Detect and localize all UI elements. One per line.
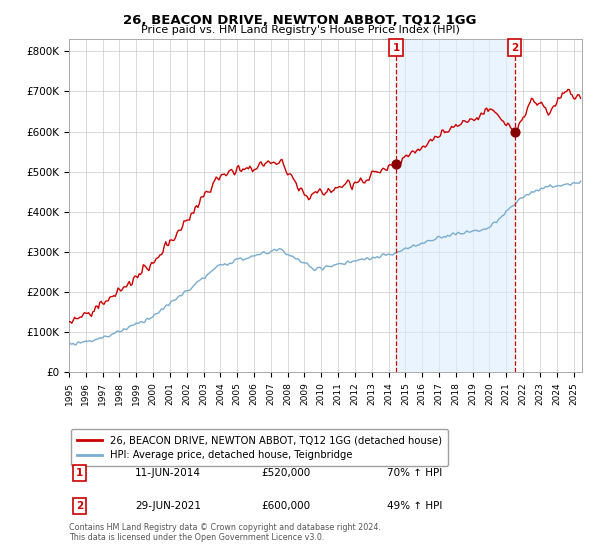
Text: 1: 1 <box>76 468 83 478</box>
Text: 29-JUN-2021: 29-JUN-2021 <box>135 501 201 511</box>
Text: Price paid vs. HM Land Registry's House Price Index (HPI): Price paid vs. HM Land Registry's House … <box>140 25 460 35</box>
Text: 49% ↑ HPI: 49% ↑ HPI <box>387 501 442 511</box>
Bar <box>396 39 515 372</box>
Text: £520,000: £520,000 <box>261 468 310 478</box>
Legend: 26, BEACON DRIVE, NEWTON ABBOT, TQ12 1GG (detached house), HPI: Average price, d: 26, BEACON DRIVE, NEWTON ABBOT, TQ12 1GG… <box>71 429 448 466</box>
Text: 2: 2 <box>76 501 83 511</box>
Text: 11-JUN-2014: 11-JUN-2014 <box>135 468 201 478</box>
Point <box>510 127 520 136</box>
Text: 26, BEACON DRIVE, NEWTON ABBOT, TQ12 1GG: 26, BEACON DRIVE, NEWTON ABBOT, TQ12 1GG <box>123 14 477 27</box>
Text: 1: 1 <box>392 43 400 53</box>
Text: 70% ↑ HPI: 70% ↑ HPI <box>387 468 442 478</box>
Point <box>391 159 401 168</box>
Text: 2: 2 <box>511 43 518 53</box>
Text: Contains HM Land Registry data © Crown copyright and database right 2024.
This d: Contains HM Land Registry data © Crown c… <box>69 522 381 542</box>
Text: £600,000: £600,000 <box>261 501 310 511</box>
